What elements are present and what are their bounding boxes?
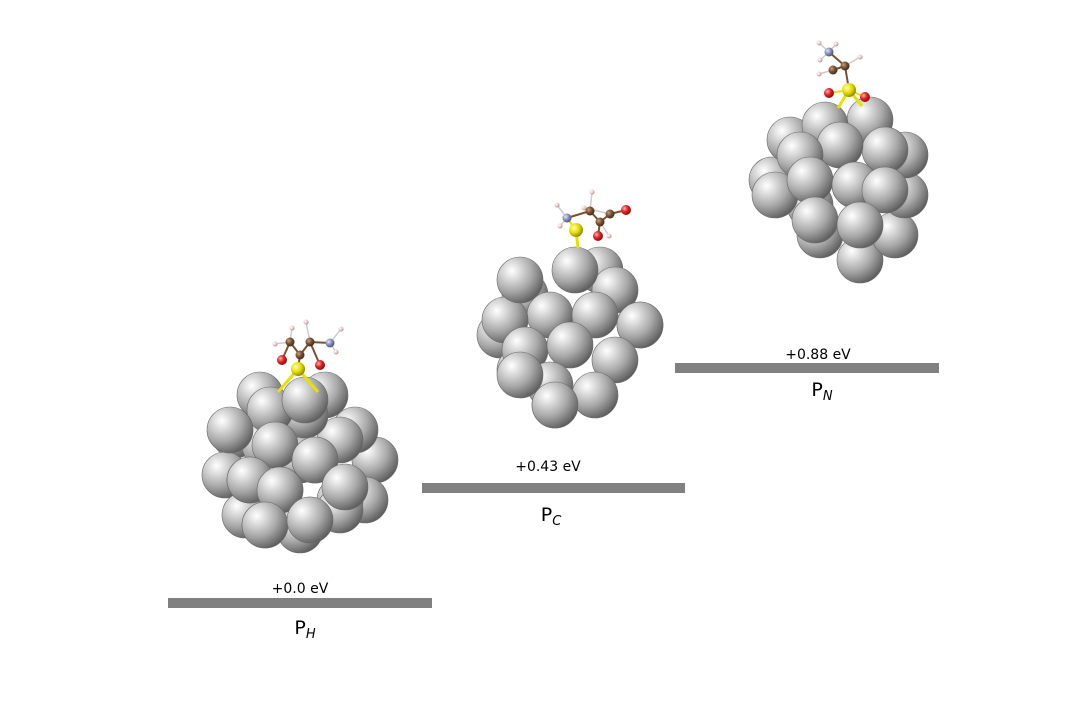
energy-label-ph: +0.0 eV xyxy=(272,581,329,597)
adsorbed-molecule-icon xyxy=(816,40,870,109)
state-ph: +0.0 eV PH xyxy=(168,319,432,642)
energy-level-bar-pn xyxy=(675,363,939,373)
metal-atom xyxy=(861,166,909,214)
metal-atom xyxy=(616,301,664,349)
metal-atom xyxy=(281,376,329,424)
metal-atom xyxy=(531,381,579,429)
metal-atom xyxy=(791,196,839,244)
metal-atom xyxy=(286,496,334,544)
metal-atom xyxy=(496,256,544,304)
metal-atom xyxy=(571,371,619,419)
state-pn: +0.88 eV PN xyxy=(675,40,939,404)
energy-label-pc: +0.43 eV xyxy=(515,459,581,475)
metal-atom xyxy=(291,436,339,484)
metal-atom xyxy=(786,156,834,204)
state-pc: +0.43 eV PC xyxy=(422,189,685,529)
adsorbed-molecule-icon xyxy=(272,319,344,393)
adsorbed-molecule-icon xyxy=(554,189,631,249)
metal-atom xyxy=(496,351,544,399)
metal-atom xyxy=(206,406,254,454)
metal-atom xyxy=(591,336,639,384)
metal-nanocluster-icon xyxy=(476,246,664,429)
state-label-pn: PN xyxy=(811,379,832,404)
metal-nanocluster-icon xyxy=(748,96,929,284)
energy-level-bar-pc xyxy=(422,483,685,493)
metal-atom xyxy=(546,321,594,369)
state-label-pc: PC xyxy=(541,504,562,529)
metal-atom xyxy=(321,463,369,511)
metal-atom xyxy=(551,246,599,294)
metal-atom xyxy=(241,501,289,549)
metal-atom xyxy=(836,201,884,249)
energy-label-pn: +0.88 eV xyxy=(785,347,851,363)
metal-nanocluster-icon xyxy=(201,371,399,554)
state-label-ph: PH xyxy=(294,617,315,642)
metal-atom xyxy=(816,121,864,169)
metal-atom xyxy=(861,126,909,174)
energy-level-bar-ph xyxy=(168,598,432,608)
